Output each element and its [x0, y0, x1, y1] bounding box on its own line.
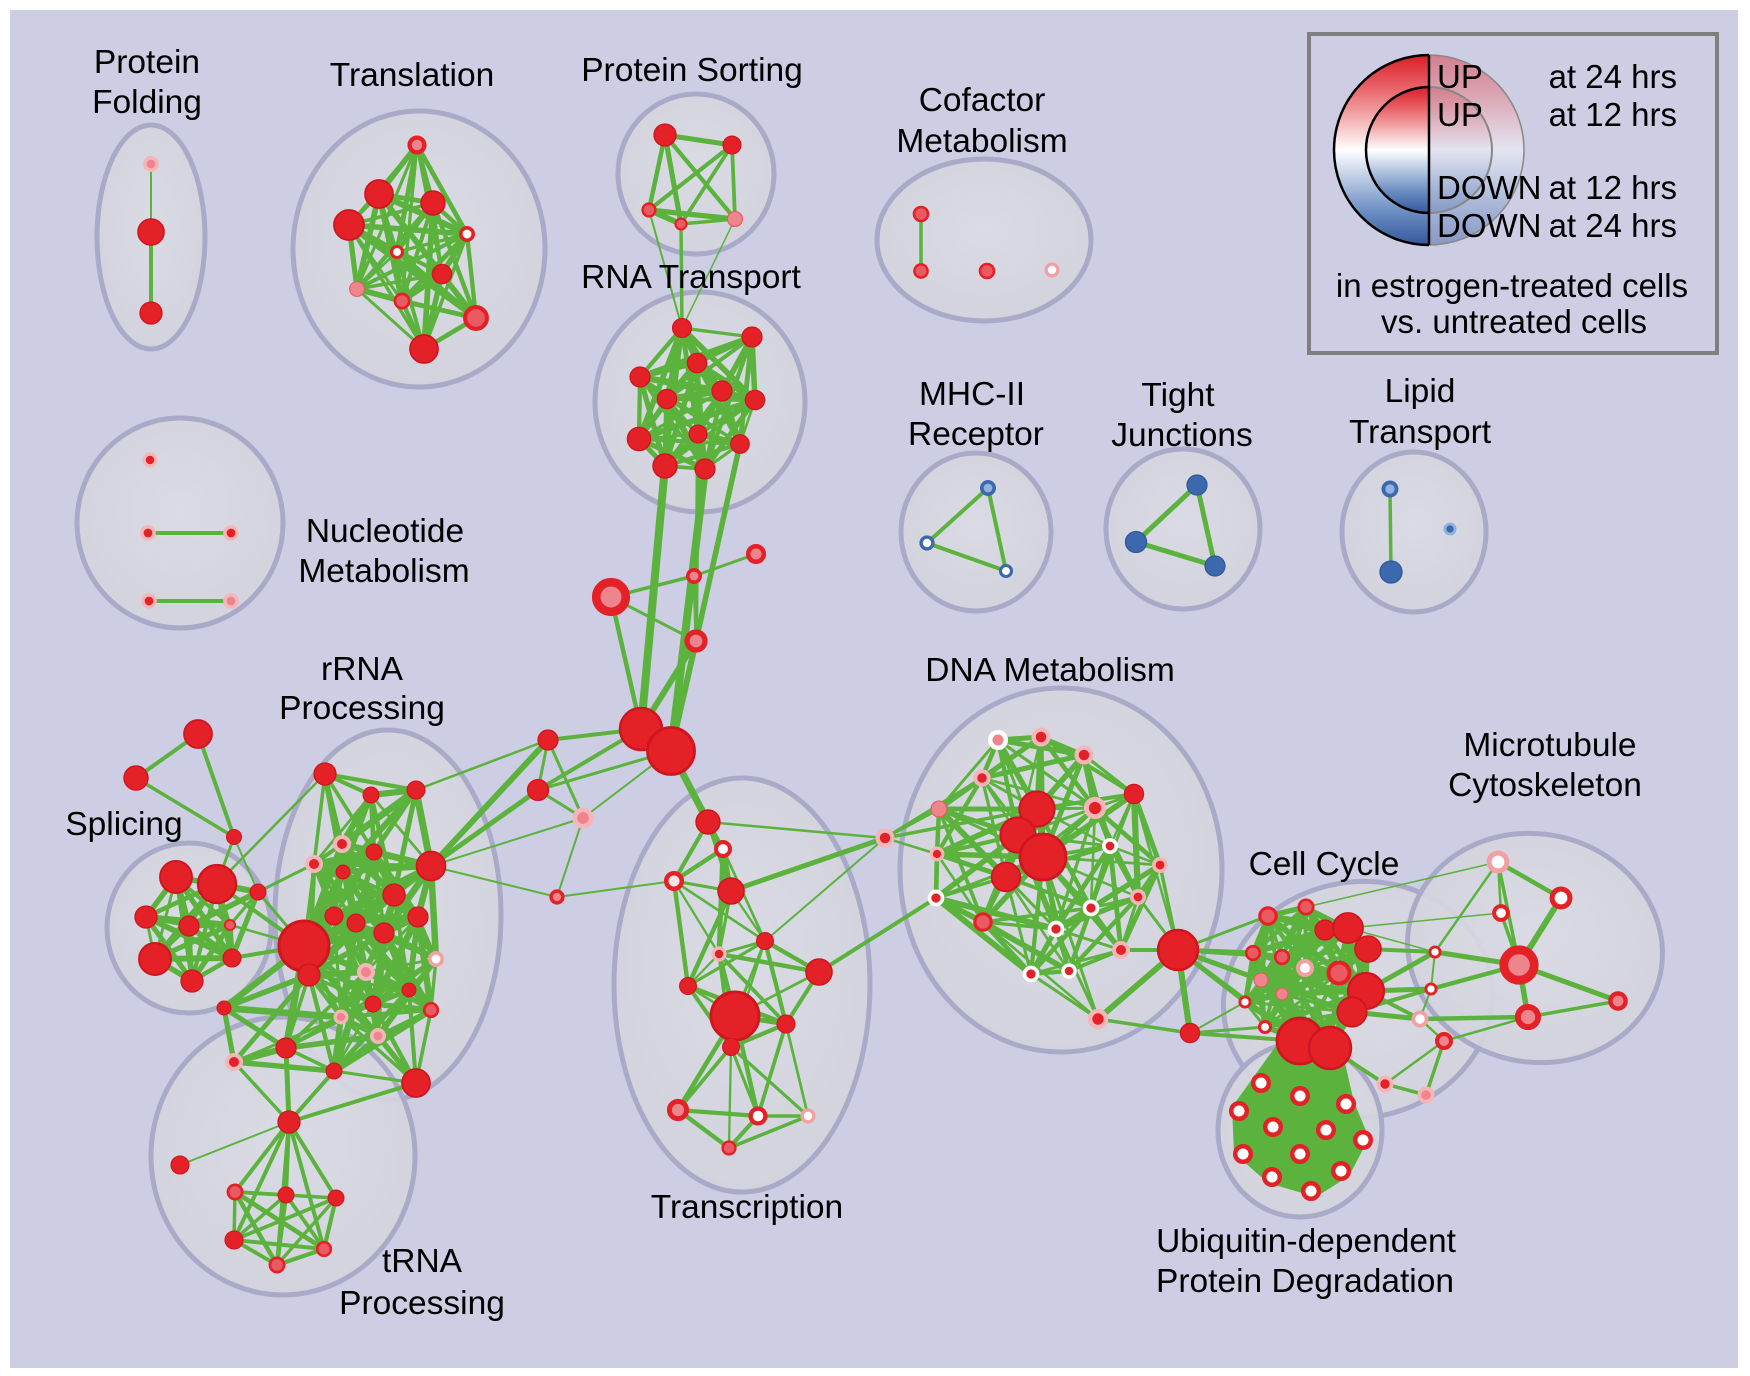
svg-text:Processing: Processing — [339, 1285, 505, 1322]
svg-text:Cofactor: Cofactor — [919, 82, 1046, 119]
svg-text:Protein Degradation: Protein Degradation — [1156, 1263, 1454, 1300]
svg-text:Receptor: Receptor — [908, 416, 1044, 453]
svg-text:Translation: Translation — [330, 57, 494, 94]
svg-text:vs. untreated cells: vs. untreated cells — [1381, 303, 1647, 340]
svg-text:Lipid: Lipid — [1385, 373, 1456, 410]
svg-text:MHC-II: MHC-II — [919, 376, 1025, 413]
svg-text:Splicing: Splicing — [65, 806, 182, 843]
svg-text:at 24 hrs: at 24 hrs — [1549, 58, 1677, 95]
svg-text:Nucleotide: Nucleotide — [306, 513, 464, 550]
svg-text:at 12 hrs: at 12 hrs — [1549, 169, 1677, 206]
svg-text:DOWN: DOWN — [1437, 207, 1541, 244]
svg-text:UP: UP — [1437, 58, 1483, 95]
svg-text:in estrogen-treated cells: in estrogen-treated cells — [1336, 267, 1688, 304]
svg-text:RNA Transport: RNA Transport — [581, 259, 801, 296]
svg-text:Cell Cycle: Cell Cycle — [1249, 846, 1400, 883]
svg-text:Protein: Protein — [94, 44, 200, 81]
svg-text:Tight: Tight — [1141, 377, 1215, 414]
svg-text:Ubiquitin-dependent: Ubiquitin-dependent — [1156, 1223, 1457, 1260]
svg-text:Transcription: Transcription — [651, 1189, 843, 1226]
svg-text:DOWN: DOWN — [1437, 169, 1541, 206]
svg-text:Metabolism: Metabolism — [896, 123, 1067, 160]
svg-text:Junctions: Junctions — [1111, 417, 1253, 454]
svg-text:Microtubule: Microtubule — [1463, 727, 1636, 764]
svg-text:at 12 hrs: at 12 hrs — [1549, 96, 1677, 133]
svg-text:Protein Sorting: Protein Sorting — [581, 52, 803, 89]
svg-text:at 24 hrs: at 24 hrs — [1549, 207, 1677, 244]
svg-text:Cytoskeleton: Cytoskeleton — [1448, 767, 1642, 804]
svg-text:Folding: Folding — [92, 84, 202, 121]
svg-text:Transport: Transport — [1349, 414, 1492, 451]
svg-text:UP: UP — [1437, 96, 1483, 133]
svg-text:tRNA: tRNA — [382, 1243, 463, 1280]
svg-text:rRNA: rRNA — [321, 651, 404, 688]
svg-text:DNA Metabolism: DNA Metabolism — [925, 652, 1174, 689]
svg-text:Metabolism: Metabolism — [298, 553, 469, 590]
svg-text:Processing: Processing — [279, 690, 445, 727]
